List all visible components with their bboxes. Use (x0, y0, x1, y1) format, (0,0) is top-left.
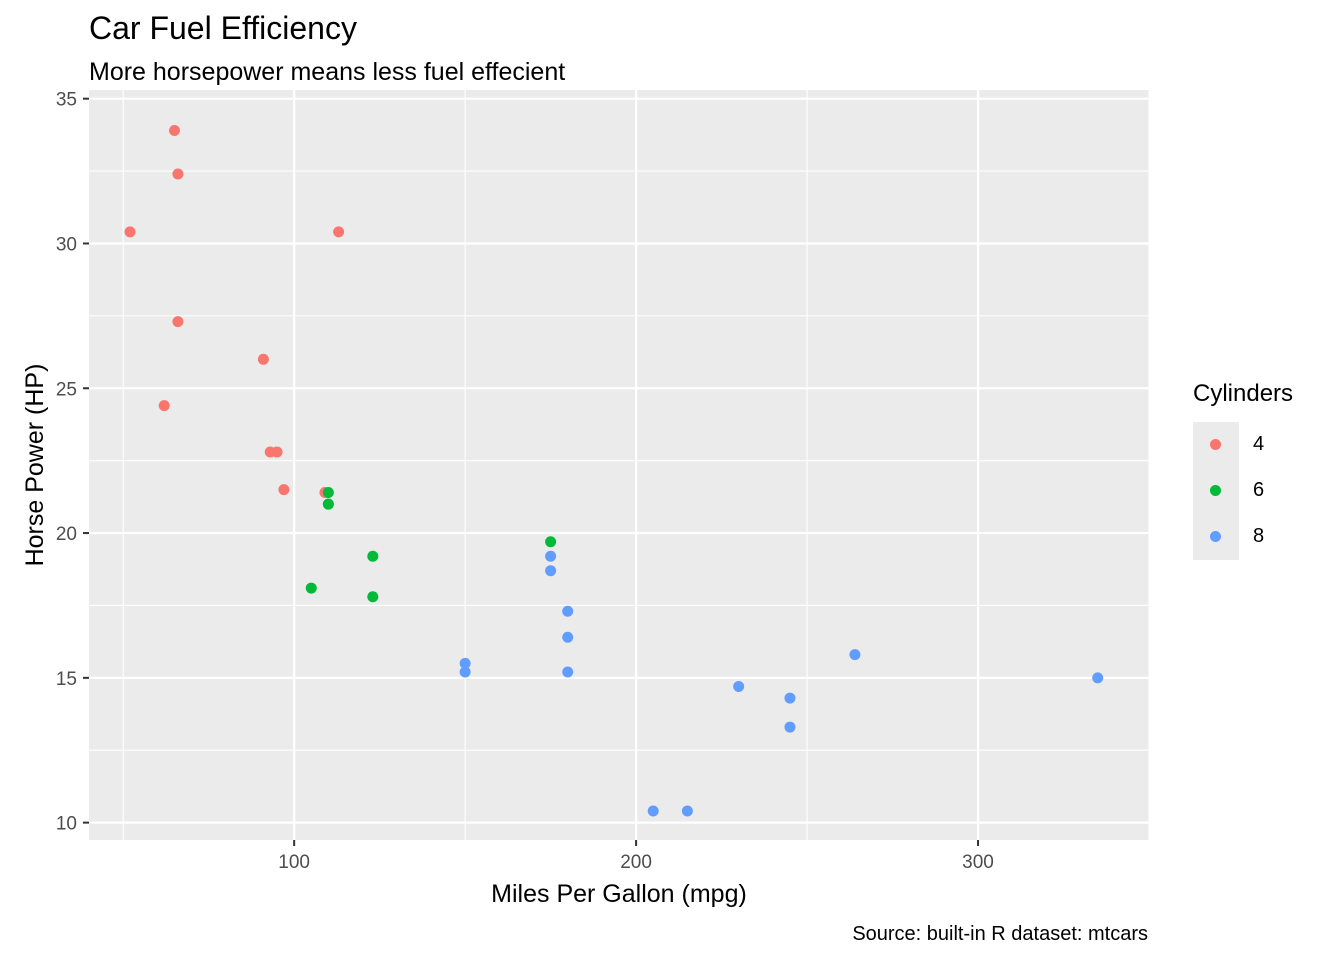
legend-entry: 8 (1193, 514, 1339, 560)
data-point (545, 536, 557, 548)
y-tick-label: 10 (56, 814, 77, 835)
data-point (784, 721, 796, 733)
legend-entry: 6 (1193, 468, 1339, 514)
minor-gridlines (89, 90, 1150, 840)
data-point (124, 226, 136, 238)
y-tick-label: 25 (56, 379, 77, 400)
data-point (322, 487, 334, 499)
data-point (367, 550, 379, 562)
legend-label: 6 (1253, 479, 1265, 501)
x-tick-label: 200 (620, 852, 652, 873)
data-point (168, 125, 180, 137)
data-point (647, 805, 659, 817)
data-point (322, 498, 334, 510)
chart-title: Car Fuel Efficiency (89, 10, 357, 46)
data-point (562, 605, 574, 617)
legend-dot (1210, 439, 1221, 450)
legend-key (1193, 422, 1239, 468)
data-point (784, 692, 796, 704)
data-point (562, 631, 574, 643)
data-point (681, 805, 693, 817)
data-point (257, 353, 269, 365)
data-point (562, 666, 574, 678)
y-tick-label: 20 (56, 524, 77, 545)
chart-caption: Source: built-in R dataset: mtcars (852, 923, 1148, 945)
data-point (459, 666, 471, 678)
legend-dot (1210, 485, 1221, 496)
legend-label: 4 (1253, 433, 1265, 455)
legend-label: 8 (1253, 525, 1265, 547)
y-tick-label: 30 (56, 234, 77, 255)
data-point (172, 316, 184, 328)
plot-panel (89, 90, 1149, 840)
data-point (172, 168, 184, 180)
legend-keys: 4 6 8 (1193, 422, 1339, 560)
data-point (305, 582, 317, 594)
data-point (545, 565, 557, 577)
data-point (271, 446, 283, 458)
data-point (367, 591, 379, 603)
legend: Cylinders 4 6 8 (1193, 378, 1339, 560)
chart-subtitle: More horsepower means less fuel effecien… (89, 58, 566, 86)
data-point (278, 484, 290, 496)
y-tick-label: 15 (56, 669, 77, 690)
axes: 100 200 300 10 15 20 25 30 35 (56, 90, 994, 873)
data-point (849, 649, 861, 661)
x-axis-title: Miles Per Gallon (mpg) (491, 880, 747, 908)
x-tick-label: 100 (278, 852, 310, 873)
data-point (733, 681, 745, 693)
legend-entry: 4 (1193, 422, 1339, 468)
legend-key (1193, 514, 1239, 560)
data-point (158, 400, 170, 412)
data-points (124, 125, 1104, 817)
data-point (1092, 672, 1104, 684)
data-point (545, 550, 557, 562)
y-axis-title: Horse Power (HP) (21, 364, 49, 567)
data-point (459, 657, 471, 669)
major-gridlines (89, 90, 1149, 840)
y-tick-label: 35 (56, 90, 77, 111)
legend-title: Cylinders (1193, 380, 1294, 407)
data-point (333, 226, 345, 238)
legend-key (1193, 468, 1239, 514)
x-tick-label: 300 (962, 852, 994, 873)
legend-dot (1210, 531, 1221, 542)
